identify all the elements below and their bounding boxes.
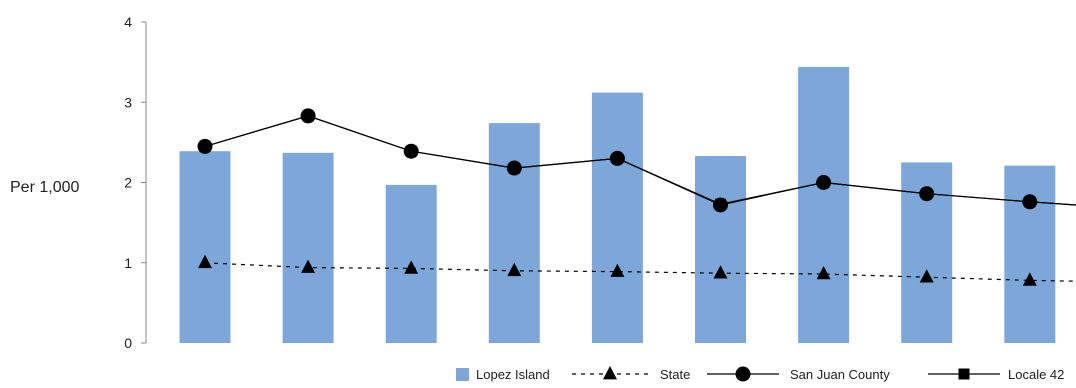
y-tick-label: 2 [124,175,132,191]
marker-locale-42 [302,110,314,122]
y-axis: 0 1 2 3 4 [124,14,147,351]
bar-lopez-island [695,156,746,343]
marker-locale-42 [1024,196,1036,208]
legend-label: Lopez Island [476,367,550,382]
y-tick-label: 1 [124,255,132,271]
marker-state [713,265,728,279]
bar-lopez-island [488,123,540,344]
marker-state [919,269,934,283]
marker-locale-42 [611,152,623,164]
marker-state [301,259,316,273]
marker-state [198,254,212,269]
legend-marker [735,366,751,382]
marker-locale-42 [921,188,933,200]
legend-label: San Juan County [790,367,890,382]
legend-item: Lopez Island [456,367,550,382]
legend-item: State [572,366,690,382]
legend-label: State [660,367,690,382]
bar-lopez-island [179,151,231,343]
legend-marker [958,368,970,380]
legend: Lopez Island State San Juan County Locale 4… [456,366,1064,382]
y-tick-label: 4 [124,14,132,30]
marker-locale-42 [405,145,417,157]
y-tick-label: 3 [124,94,132,110]
line-state [204,262,1076,282]
legend-swatch [456,368,469,381]
y-axis-label: Per 1,000 [10,179,79,196]
legend-label: Locale 42 [1008,367,1064,382]
marker-locale-42 [508,162,520,174]
legend-item: San Juan County [707,366,890,382]
marker-locale-42 [715,198,726,210]
marker-locale-42 [199,140,211,152]
legend-marker [603,366,617,380]
bar-lopez-island [282,152,334,343]
line-series [197,108,1076,286]
line-locale-42 [204,115,1076,206]
bar-lopez-island [1004,165,1056,343]
marker-state [507,262,522,277]
marker-state [610,263,625,277]
marker-state [816,266,831,280]
bar-lopez-island [591,92,643,344]
legend-item: Locale 42 [928,367,1064,382]
y-tick-label: 0 [124,335,132,351]
bar-lopez-island [798,66,850,343]
bar-series [179,66,1056,344]
marker-state [404,260,419,274]
marker-state [1022,272,1037,286]
marker-locale-42 [818,177,830,188]
